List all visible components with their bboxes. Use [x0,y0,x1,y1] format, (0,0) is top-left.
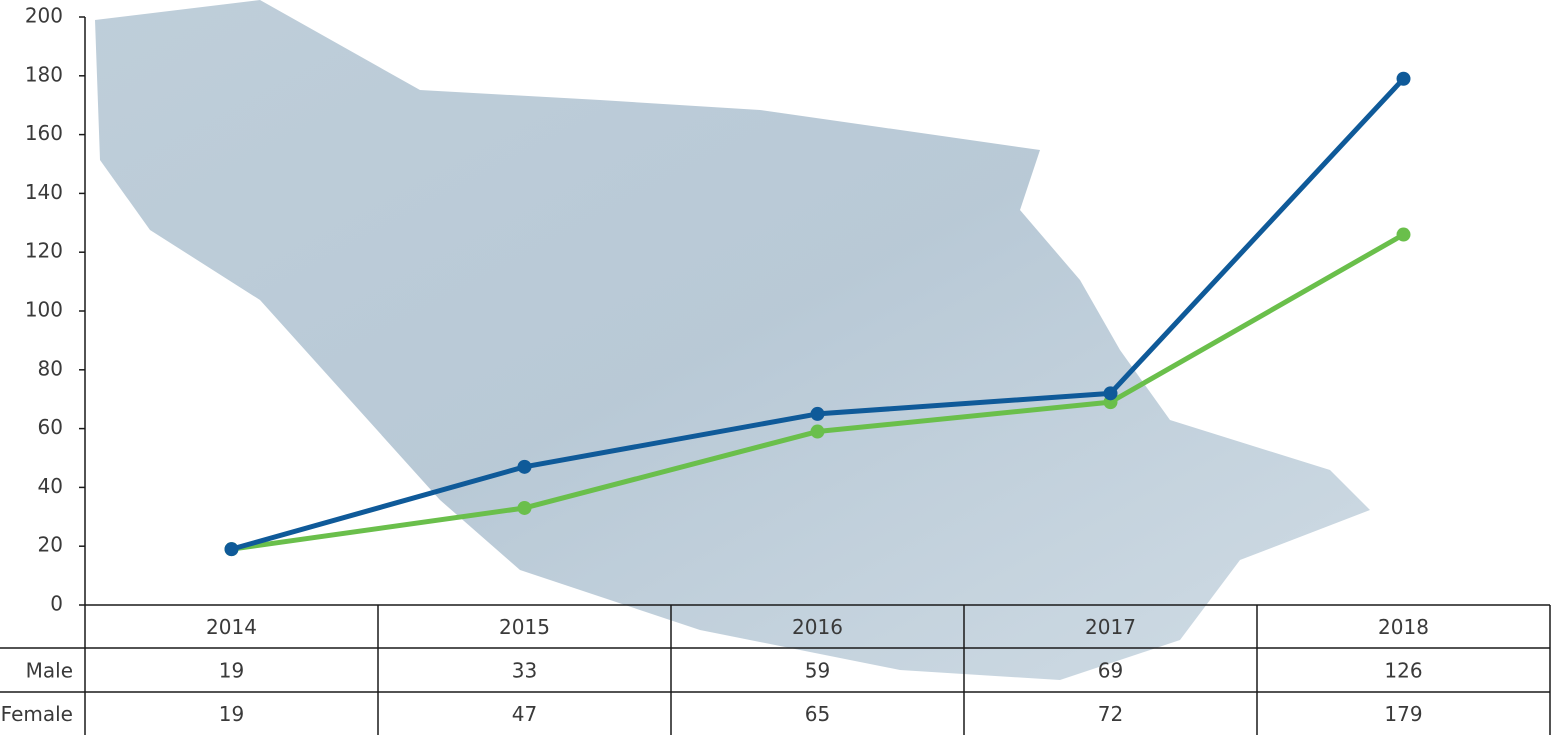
x-tick-label: 2015 [499,615,550,639]
table-value: 19 [219,702,244,726]
y-tick-label: 140 [25,180,63,204]
y-tick-label: 200 [25,4,63,28]
table-value: 179 [1384,702,1422,726]
table-value: 69 [1098,659,1123,683]
data-point [810,406,825,421]
x-tick-label: 2018 [1378,615,1429,639]
table-value: 65 [805,702,830,726]
data-point [517,500,532,515]
legend-label: Female [1,702,73,726]
y-tick-label: 180 [25,62,63,86]
y-tick-label: 20 [38,533,63,557]
x-tick-label: 2017 [1085,615,1136,639]
data-point [517,459,532,474]
data-point [810,424,825,439]
legend-label: Male [26,659,73,683]
x-tick-label: 2016 [792,615,843,639]
data-point [1103,386,1118,401]
data-point [1396,71,1411,86]
background-photo [95,0,1370,680]
table-value: 72 [1098,702,1123,726]
y-tick-label: 100 [25,298,63,322]
table-value: 126 [1384,659,1422,683]
y-tick-label: 60 [38,415,63,439]
y-tick-label: 40 [38,474,63,498]
data-point [1396,227,1411,242]
data-point [224,542,239,557]
y-tick-label: 0 [50,592,63,616]
table-value: 33 [512,659,537,683]
y-tick-label: 160 [25,121,63,145]
y-tick-label: 120 [25,239,63,263]
table-value: 59 [805,659,830,683]
y-tick-label: 80 [38,356,63,380]
x-tick-label: 2014 [206,615,257,639]
table-value: 19 [219,659,244,683]
table-value: 47 [512,702,537,726]
